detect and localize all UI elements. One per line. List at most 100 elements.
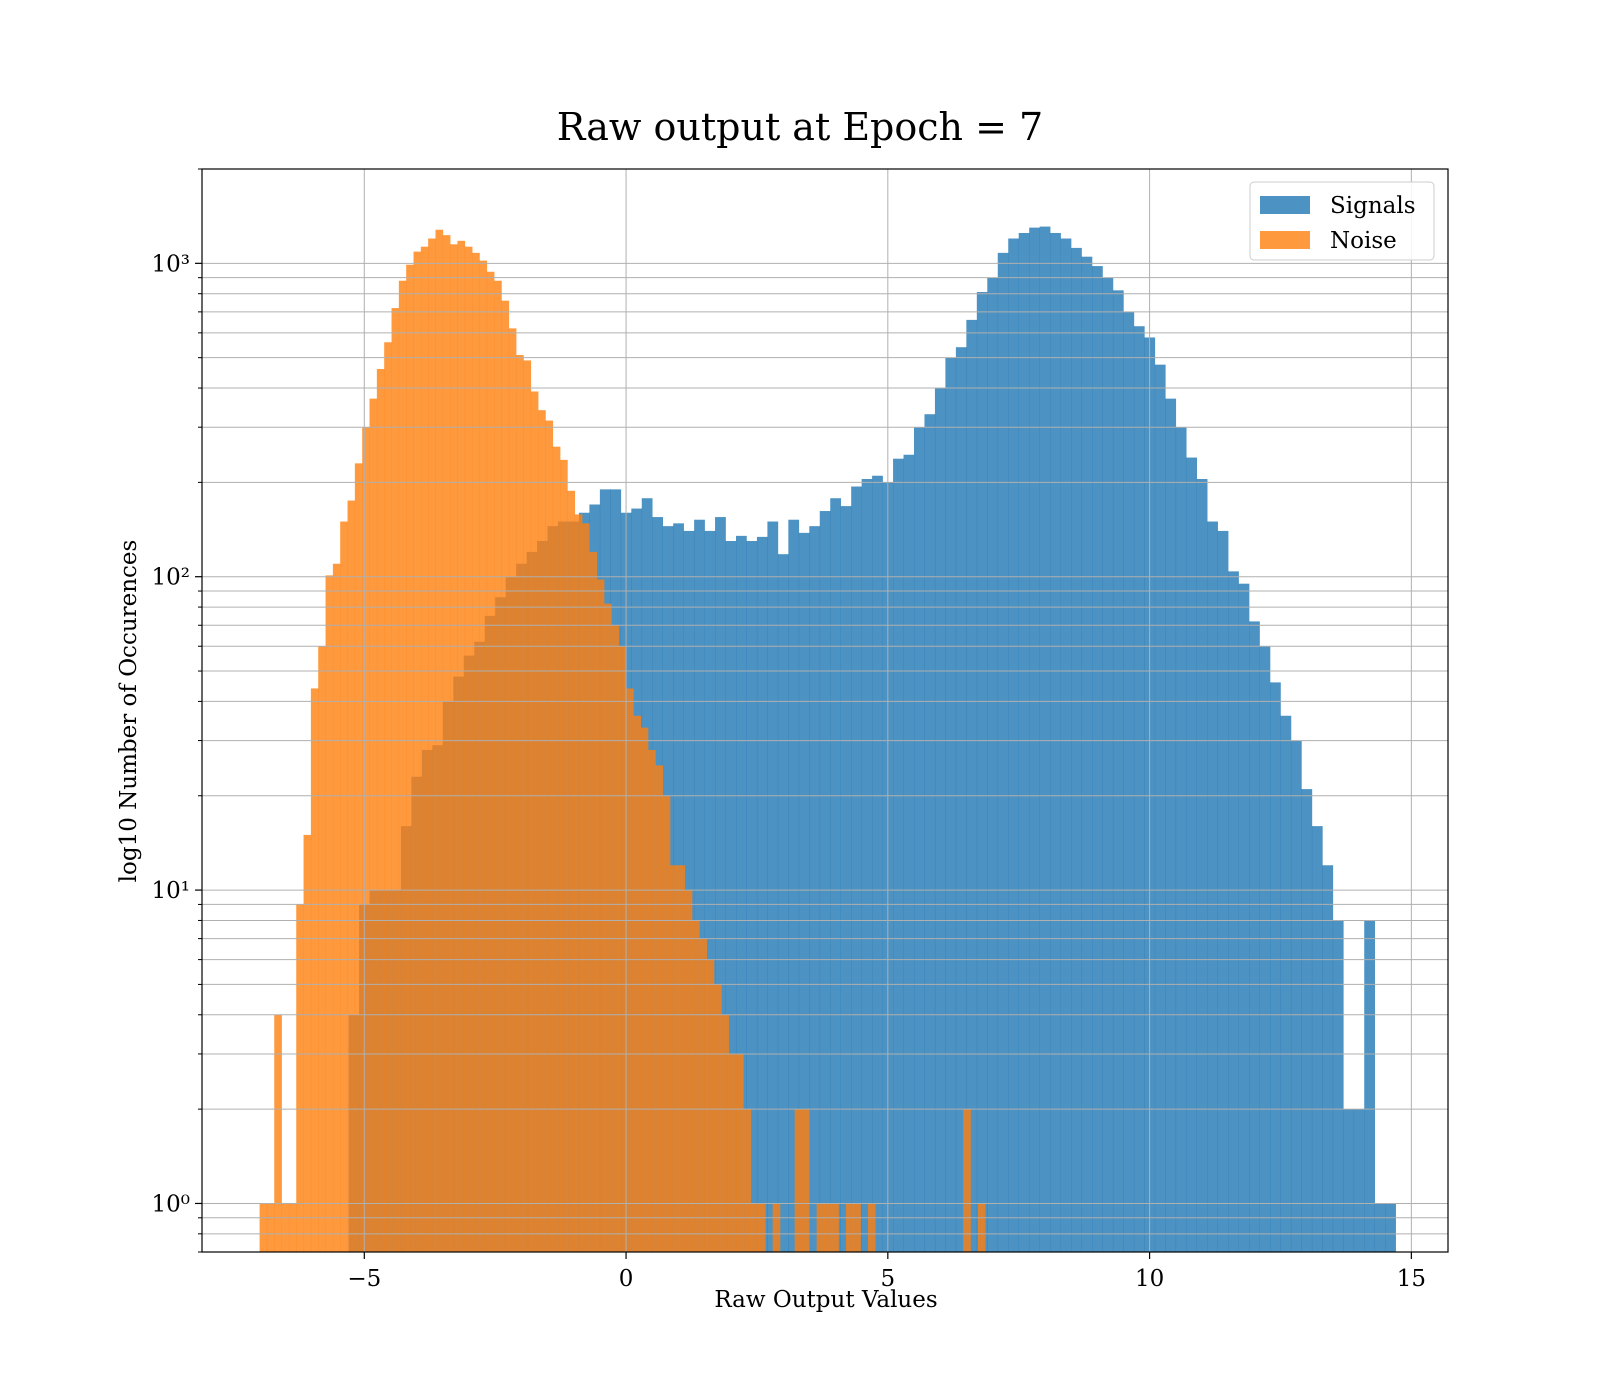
bar	[354, 463, 363, 1252]
bar	[1123, 311, 1135, 1252]
bar	[1280, 715, 1292, 1252]
bar	[1071, 247, 1082, 1252]
bar	[1102, 277, 1114, 1252]
plot-bars	[259, 226, 1396, 1252]
bar	[633, 715, 642, 1252]
bar	[303, 834, 312, 1252]
bar	[310, 688, 319, 1252]
bar	[1165, 398, 1177, 1252]
bar	[798, 532, 810, 1252]
bar	[662, 795, 671, 1252]
bar	[560, 459, 568, 1252]
bar	[767, 521, 779, 1252]
bar	[391, 308, 400, 1252]
bar	[757, 1203, 766, 1252]
bar	[867, 1203, 876, 1252]
bar	[1311, 826, 1323, 1252]
bar	[1039, 226, 1051, 1252]
bar	[977, 1203, 986, 1252]
bar	[823, 1203, 832, 1252]
bar	[725, 541, 737, 1252]
bar	[325, 575, 334, 1252]
bar	[640, 727, 649, 1252]
bar	[1374, 1203, 1386, 1252]
bar	[801, 1109, 810, 1252]
bar	[655, 765, 664, 1252]
bar	[369, 398, 378, 1252]
y-axis: 10⁰ 10¹ 10² 10³	[152, 168, 202, 1253]
x-axis-label: Raw Output Values	[714, 1287, 937, 1313]
bar	[296, 904, 304, 1252]
bar	[362, 427, 370, 1252]
bar	[1154, 364, 1166, 1252]
x-tick-label: 15	[1397, 1266, 1426, 1292]
bar	[1364, 920, 1376, 1252]
bar	[340, 521, 348, 1252]
y-tick-label: 10³	[152, 251, 191, 277]
bar	[523, 360, 532, 1252]
bar	[1290, 740, 1302, 1252]
bar	[1301, 789, 1313, 1252]
bar	[347, 500, 356, 1252]
bar	[699, 938, 707, 1252]
bar	[1322, 865, 1334, 1252]
bar	[945, 357, 957, 1252]
bar	[684, 890, 693, 1252]
bar	[288, 1203, 297, 1252]
legend-label-signals: Signals	[1330, 193, 1416, 219]
bar	[332, 563, 341, 1252]
bar	[376, 369, 385, 1252]
bar	[794, 1109, 803, 1252]
legend-swatch-signals	[1260, 196, 1310, 214]
bar	[1112, 290, 1124, 1252]
bar	[494, 280, 502, 1252]
bar	[1332, 920, 1344, 1252]
bar	[428, 238, 436, 1252]
bar	[966, 319, 978, 1252]
bar	[728, 1053, 737, 1252]
bar	[756, 536, 768, 1252]
bar	[1259, 646, 1271, 1252]
y-tick-label: 10¹	[152, 878, 191, 904]
bar	[1081, 256, 1093, 1252]
bar	[604, 603, 612, 1252]
bar	[714, 984, 722, 1252]
bar	[486, 271, 495, 1252]
bar	[670, 865, 678, 1252]
bar	[450, 244, 458, 1252]
bar	[706, 959, 715, 1252]
bar	[281, 1203, 290, 1252]
bar	[1207, 521, 1218, 1252]
bar	[743, 1109, 751, 1252]
bar	[406, 264, 414, 1252]
bar	[472, 252, 480, 1252]
bar	[777, 554, 789, 1252]
bar	[934, 388, 946, 1252]
legend: Signals Noise	[1249, 181, 1435, 261]
bar	[853, 1203, 861, 1252]
x-tick-label: 10	[1135, 1266, 1164, 1292]
bar	[618, 646, 627, 1252]
bar	[1133, 326, 1145, 1252]
bar	[1186, 457, 1198, 1252]
bar	[259, 1203, 268, 1252]
bar	[831, 1203, 839, 1252]
bar	[1018, 232, 1030, 1252]
bar	[501, 300, 510, 1252]
bar	[1050, 232, 1061, 1252]
bar	[809, 526, 821, 1252]
bar	[582, 523, 590, 1252]
bar	[318, 646, 326, 1252]
bar	[704, 530, 716, 1252]
bar	[955, 347, 967, 1252]
bar	[545, 420, 554, 1252]
bar	[721, 1014, 729, 1252]
bar	[567, 490, 576, 1252]
bar	[715, 517, 726, 1252]
x-axis: −5 0 5 10 15	[347, 1252, 1426, 1292]
bar	[788, 519, 800, 1252]
bar	[552, 446, 561, 1252]
bar	[1217, 530, 1229, 1252]
